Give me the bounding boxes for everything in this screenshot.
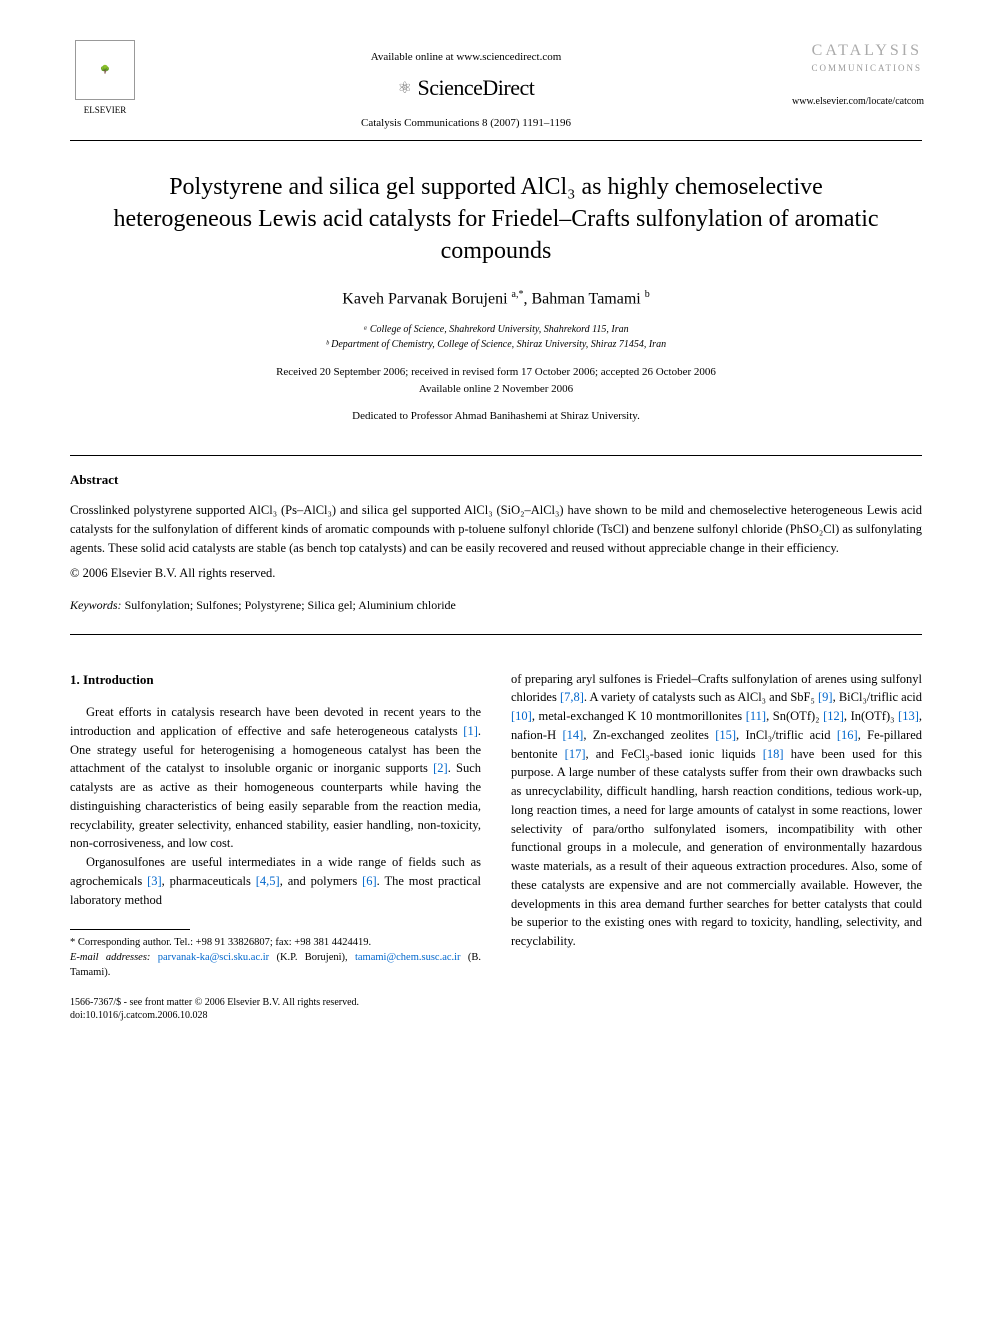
ref-17[interactable]: [17] bbox=[565, 747, 586, 761]
keywords-text: Sulfonylation; Sulfones; Polystyrene; Si… bbox=[122, 598, 456, 612]
ref-2[interactable]: [2] bbox=[433, 761, 448, 775]
authors: Kaveh Parvanak Borujeni a,*, Bahman Tama… bbox=[70, 288, 922, 311]
email-label: E-mail addresses: bbox=[70, 952, 150, 963]
intro-paragraph-2: Organosulfones are useful intermediates … bbox=[70, 853, 481, 909]
elsevier-logo: 🌳 ELSEVIER bbox=[70, 40, 140, 117]
elsevier-label: ELSEVIER bbox=[70, 104, 140, 117]
abstract-text: Crosslinked polystyrene supported AlCl₃ … bbox=[70, 501, 922, 557]
sciencedirect-logo: ⚛ ScienceDirect bbox=[140, 73, 792, 104]
ref-7-8[interactable]: [7,8] bbox=[560, 690, 584, 704]
dedication: Dedicated to Professor Ahmad Banihashemi… bbox=[70, 409, 922, 424]
abstract-heading: Abstract bbox=[70, 471, 922, 489]
sciencedirect-text: ScienceDirect bbox=[417, 73, 534, 104]
journal-citation: Catalysis Communications 8 (2007) 1191–1… bbox=[140, 116, 792, 131]
ref-11[interactable]: [11] bbox=[746, 709, 766, 723]
intro-paragraph-1: Great efforts in catalysis research have… bbox=[70, 703, 481, 853]
article-dates: Received 20 September 2006; received in … bbox=[70, 364, 922, 397]
center-header: Available online at www.sciencedirect.co… bbox=[140, 40, 792, 132]
keywords-label: Keywords: bbox=[70, 598, 122, 612]
footnote-divider bbox=[70, 929, 190, 930]
affiliation-b: ᵇ Department of Chemistry, College of Sc… bbox=[70, 337, 922, 352]
catalysis-label: CATALYSIS bbox=[792, 40, 922, 62]
divider-top bbox=[70, 455, 922, 456]
ref-13[interactable]: [13] bbox=[898, 709, 919, 723]
elsevier-tree-icon: 🌳 bbox=[75, 40, 135, 100]
affiliations: ᵃ College of Science, Shahrekord Univers… bbox=[70, 322, 922, 352]
page-header: 🌳 ELSEVIER Available online at www.scien… bbox=[70, 40, 922, 141]
corresponding-author: * Corresponding author. Tel.: +98 91 338… bbox=[70, 936, 481, 951]
corresponding-footnote: * Corresponding author. Tel.: +98 91 338… bbox=[70, 936, 481, 980]
email-addresses: E-mail addresses: parvanak-ka@sci.sku.ac… bbox=[70, 951, 481, 980]
page-footer: 1566-7367/$ - see front matter © 2006 El… bbox=[70, 996, 481, 1022]
ref-12[interactable]: [12] bbox=[823, 709, 844, 723]
ref-3[interactable]: [3] bbox=[147, 874, 162, 888]
ref-1[interactable]: [1] bbox=[463, 724, 478, 738]
ref-6[interactable]: [6] bbox=[362, 874, 377, 888]
sciencedirect-icon: ⚛ bbox=[398, 78, 412, 100]
communications-label: COMMUNICATIONS bbox=[792, 62, 922, 75]
right-column: of preparing aryl sulfones is Friedel–Cr… bbox=[511, 670, 922, 1023]
ref-15[interactable]: [15] bbox=[715, 728, 736, 742]
ref-16[interactable]: [16] bbox=[837, 728, 858, 742]
journal-url: www.elsevier.com/locate/catcom bbox=[792, 95, 922, 109]
intro-heading: 1. Introduction bbox=[70, 670, 481, 690]
ref-9[interactable]: [9] bbox=[818, 690, 833, 704]
available-date: Available online 2 November 2006 bbox=[70, 381, 922, 398]
footer-line-2: doi:10.1016/j.catcom.2006.10.028 bbox=[70, 1009, 481, 1022]
left-column: 1. Introduction Great efforts in catalys… bbox=[70, 670, 481, 1023]
email-1[interactable]: parvanak-ka@sci.sku.ac.ir bbox=[158, 952, 269, 963]
journal-logo: CATALYSIS COMMUNICATIONS www.elsevier.co… bbox=[792, 40, 922, 109]
available-online-text: Available online at www.sciencedirect.co… bbox=[140, 50, 792, 65]
affiliation-a: ᵃ College of Science, Shahrekord Univers… bbox=[70, 322, 922, 337]
body-columns: 1. Introduction Great efforts in catalys… bbox=[70, 670, 922, 1023]
ref-18[interactable]: [18] bbox=[763, 747, 784, 761]
intro-paragraph-2-cont: of preparing aryl sulfones is Friedel–Cr… bbox=[511, 670, 922, 951]
divider-bottom bbox=[70, 634, 922, 635]
abstract-copyright: © 2006 Elsevier B.V. All rights reserved… bbox=[70, 565, 922, 583]
keywords: Keywords: Sulfonylation; Sulfones; Polys… bbox=[70, 597, 922, 614]
ref-10[interactable]: [10] bbox=[511, 709, 532, 723]
received-date: Received 20 September 2006; received in … bbox=[70, 364, 922, 381]
footer-line-1: 1566-7367/$ - see front matter © 2006 El… bbox=[70, 996, 481, 1009]
ref-14[interactable]: [14] bbox=[562, 728, 583, 742]
article-title: Polystyrene and silica gel supported AlC… bbox=[110, 171, 882, 268]
ref-4-5[interactable]: [4,5] bbox=[256, 874, 280, 888]
email-2[interactable]: tamami@chem.susc.ac.ir bbox=[355, 952, 461, 963]
